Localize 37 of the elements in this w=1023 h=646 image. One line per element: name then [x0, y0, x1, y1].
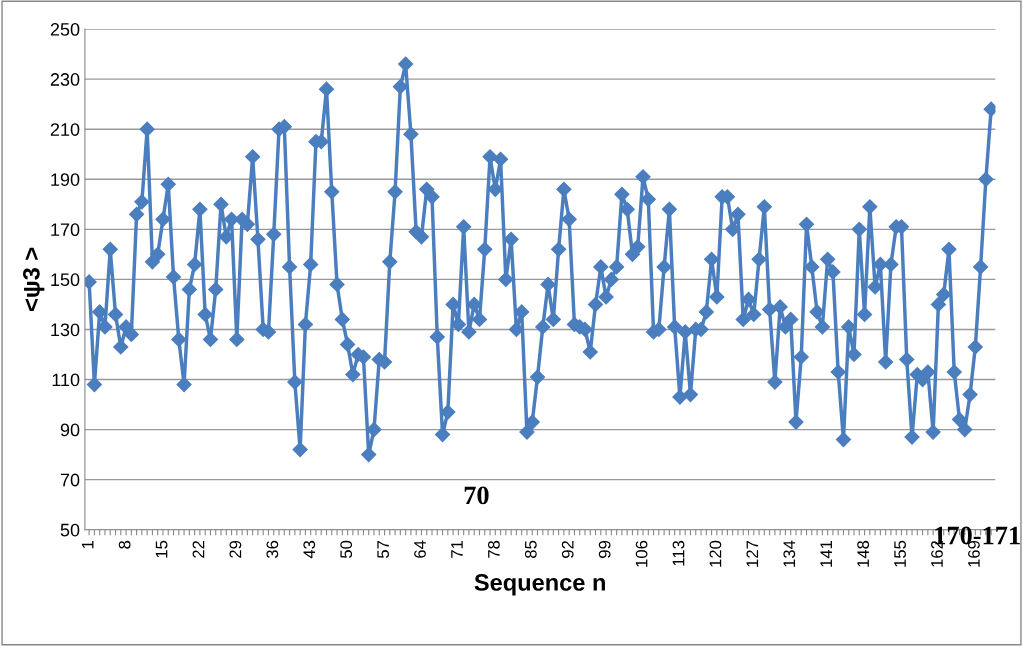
y-tick-label: 90 — [60, 423, 80, 437]
x-tick-label: 78 — [487, 540, 500, 558]
x-tick-label: 50 — [340, 540, 353, 559]
x-tick-label: 120 — [709, 540, 722, 567]
y-tick-label: 170 — [51, 223, 80, 237]
x-tick-label: 106 — [635, 540, 648, 567]
x-tick-label: 92 — [561, 540, 574, 558]
x-tick-label: 141 — [820, 540, 832, 567]
y-tick-label: 250 — [50, 23, 80, 36]
x-tick-label: 57 — [377, 540, 389, 559]
x-tick-label: 85 — [524, 540, 537, 558]
x-axis-title: Sequence n — [474, 574, 605, 596]
y-tick-label: 130 — [51, 323, 80, 337]
x-tick-label: 99 — [598, 540, 611, 558]
x-tick-label: 148 — [857, 540, 870, 567]
x-tick-label: 22 — [192, 540, 205, 558]
x-tick-label: 155 — [894, 540, 906, 567]
x-tick-label: 1 — [81, 540, 94, 549]
x-tick-label: 43 — [303, 540, 316, 559]
x-tick-label: 113 — [672, 540, 685, 566]
x-tick-label: 8 — [118, 540, 131, 549]
x-tick-label: 29 — [229, 540, 242, 558]
y-axis-title: <ψ3 > — [22, 247, 45, 311]
y-tick-label: 70 — [60, 473, 80, 487]
x-tick-label: 127 — [746, 540, 759, 567]
y-tick-label: 230 — [50, 73, 80, 86]
y-tick-label: 190 — [51, 173, 80, 186]
x-tick-label: 15 — [155, 540, 168, 558]
y-tick-label: 150 — [51, 273, 80, 287]
y-tick-label: 210 — [50, 123, 80, 136]
y-tick-label: 50 — [60, 523, 80, 537]
y-tick-label: 110 — [52, 373, 80, 387]
annotation: 70 — [464, 486, 489, 505]
x-tick-label: 36 — [266, 540, 279, 559]
x-tick-label: 64 — [414, 540, 426, 558]
x-tick-label: 71 — [451, 540, 463, 558]
x-tick-label: 134 — [783, 540, 796, 567]
